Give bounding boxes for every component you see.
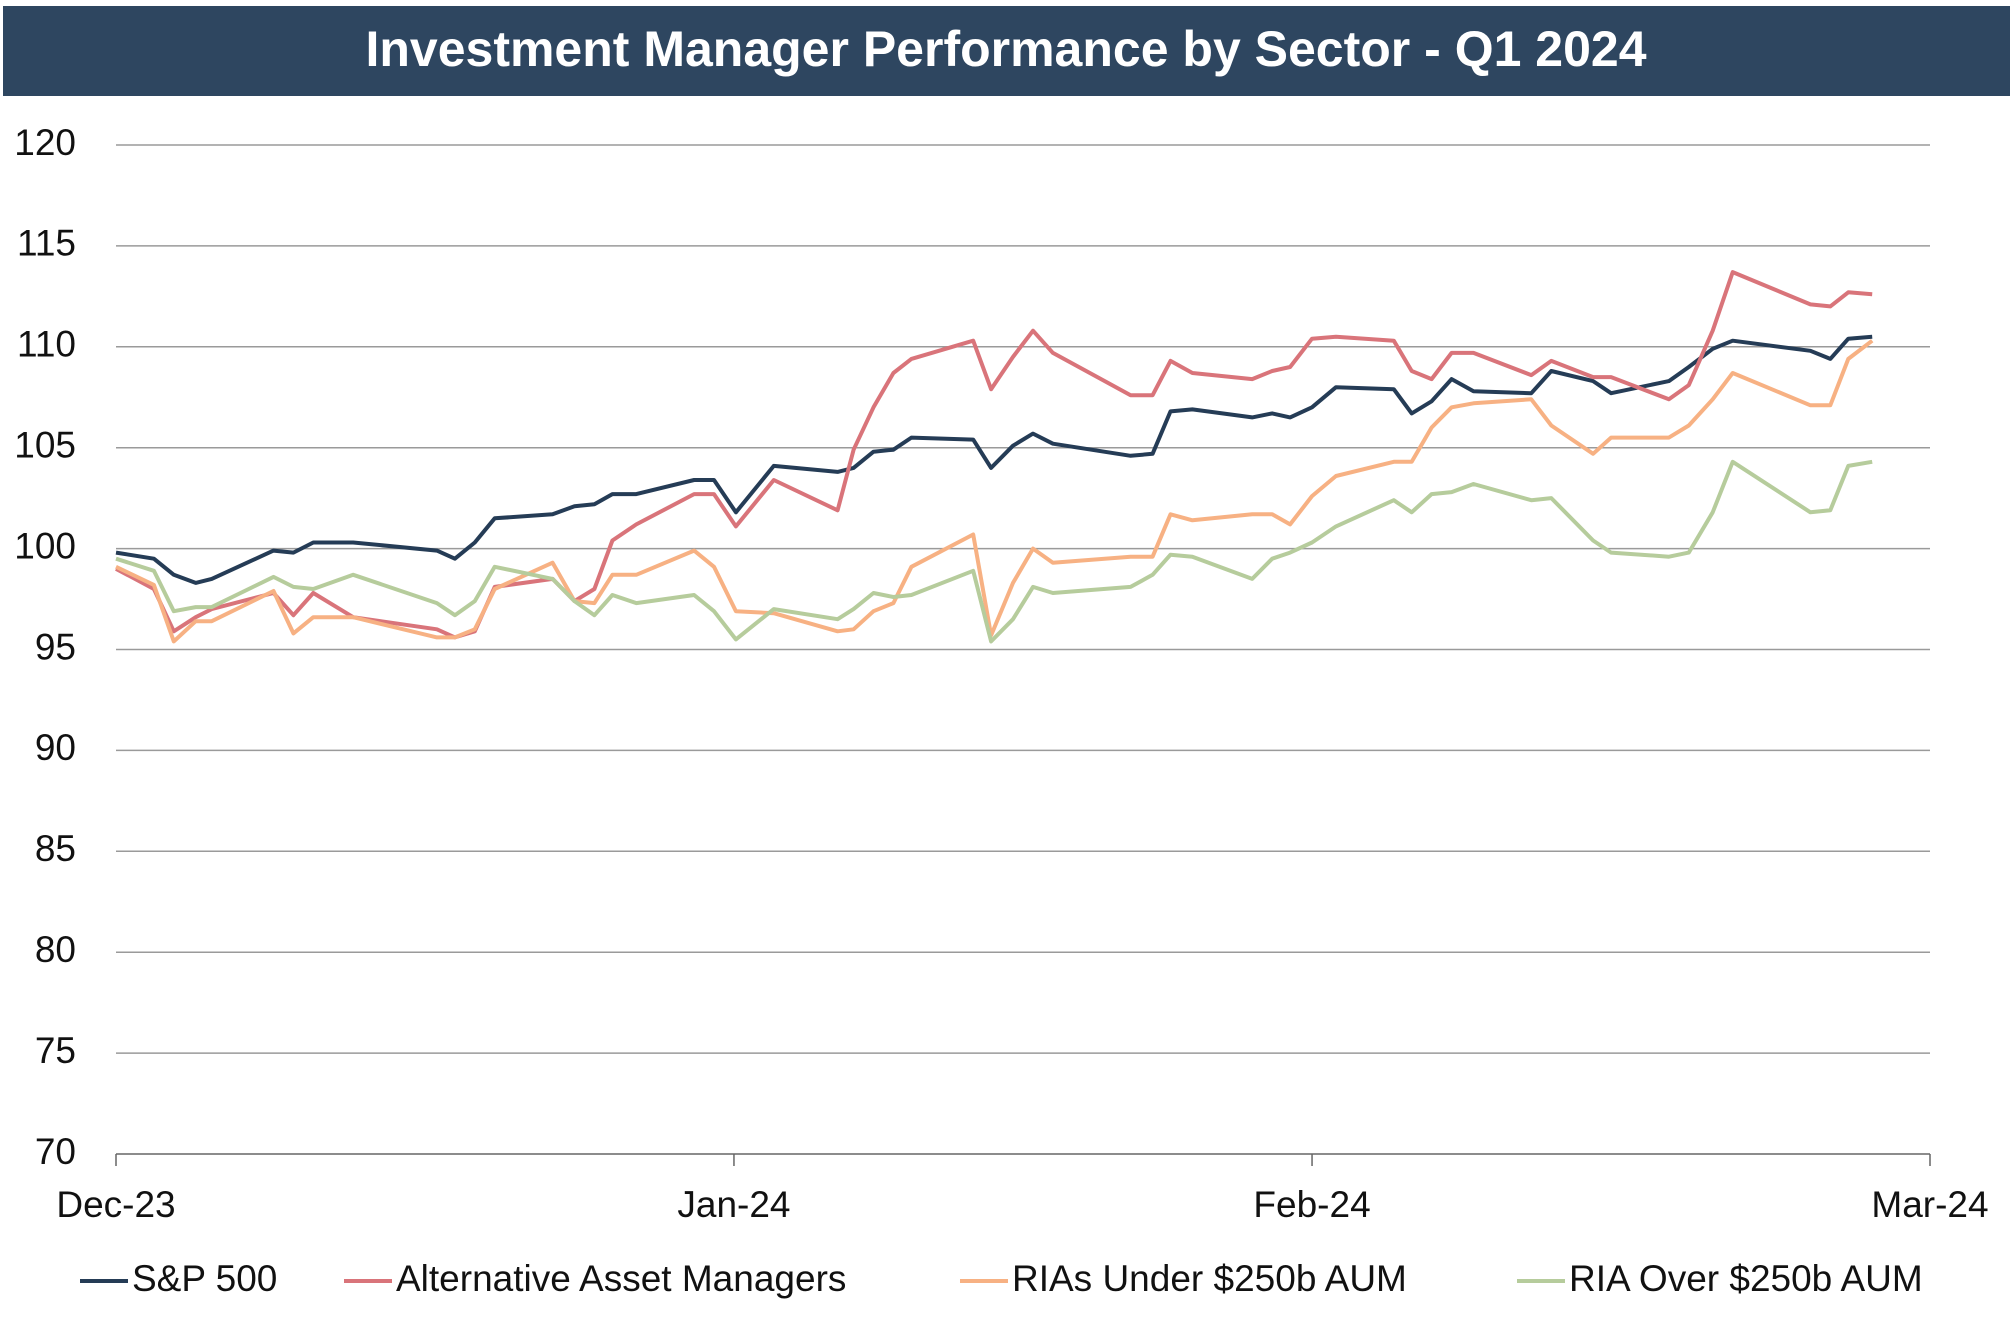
- x-tick-label: Dec-23: [56, 1184, 175, 1225]
- x-tick-label: Feb-24: [1253, 1184, 1370, 1225]
- y-tick-label: 110: [17, 324, 76, 365]
- legend-label: Alternative Asset Managers: [396, 1258, 846, 1299]
- legend-label: RIAs Under $250b AUM: [1012, 1258, 1407, 1299]
- y-tick-label: 90: [35, 727, 76, 768]
- chart-title: Investment Manager Performance by Sector…: [365, 21, 1646, 77]
- legend-label: RIA Over $250b AUM: [1569, 1258, 1923, 1299]
- series-line: [115, 339, 1874, 644]
- y-tick-label: 105: [14, 424, 76, 465]
- legend-label: S&P 500: [132, 1258, 277, 1299]
- y-tick-label: 95: [35, 626, 76, 667]
- x-tick-label: Jan-24: [677, 1184, 790, 1225]
- series-line: [115, 459, 1873, 644]
- series-line: [115, 270, 1873, 640]
- y-tick-label: 100: [14, 525, 76, 566]
- y-tick-label: 80: [35, 929, 76, 970]
- title-bar: [3, 6, 2010, 96]
- y-tick-label: 70: [35, 1131, 76, 1172]
- y-tick-label: 115: [17, 223, 76, 264]
- y-tick-label: 120: [14, 122, 76, 163]
- series-line: [115, 334, 1873, 585]
- y-tick-label: 85: [35, 828, 76, 869]
- x-tick-label: Mar-24: [1871, 1184, 1988, 1225]
- y-tick-label: 75: [35, 1030, 76, 1071]
